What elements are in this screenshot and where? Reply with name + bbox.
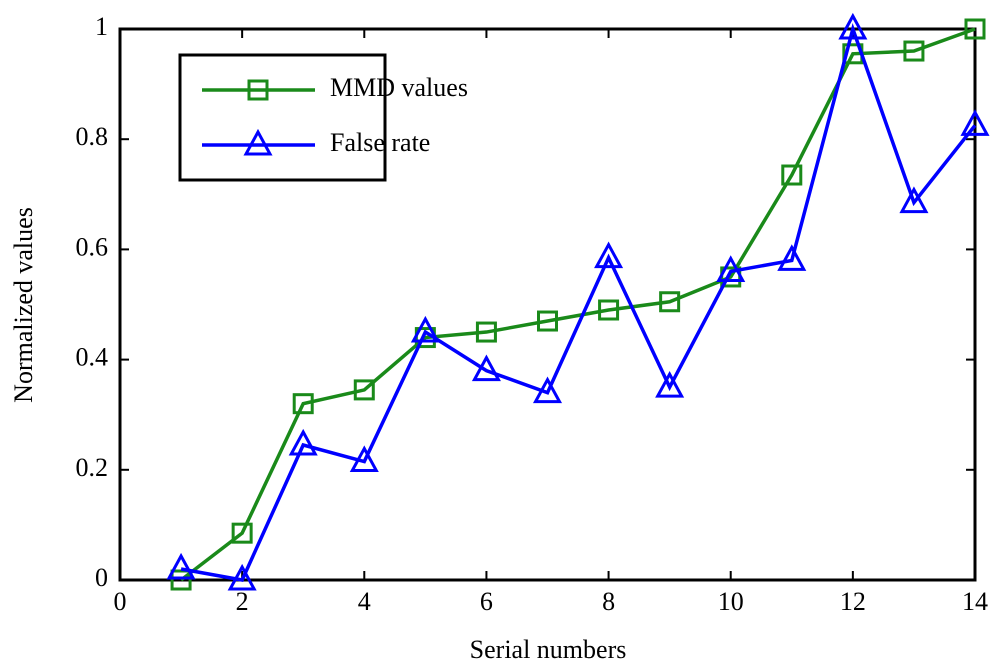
x-tick-label: 14 bbox=[962, 587, 988, 616]
x-tick-label: 8 bbox=[602, 587, 615, 616]
marker bbox=[231, 522, 253, 544]
marker bbox=[655, 371, 685, 398]
x-tick-label: 6 bbox=[480, 587, 493, 616]
legend-label: False rate bbox=[330, 128, 430, 157]
marker bbox=[471, 354, 501, 382]
marker bbox=[532, 376, 563, 404]
marker bbox=[594, 241, 624, 269]
y-tick-label: 0.4 bbox=[76, 343, 109, 372]
marker bbox=[170, 569, 192, 591]
marker bbox=[659, 291, 681, 313]
marker bbox=[166, 552, 196, 580]
marker bbox=[903, 40, 925, 62]
x-tick-label: 4 bbox=[358, 587, 371, 616]
x-tick-label: 2 bbox=[236, 587, 249, 616]
marker bbox=[292, 393, 314, 415]
marker bbox=[777, 244, 807, 271]
marker bbox=[243, 128, 273, 156]
marker bbox=[781, 164, 803, 186]
y-tick-label: 0.8 bbox=[76, 122, 109, 151]
x-tick-label: 10 bbox=[718, 587, 744, 616]
marker bbox=[964, 18, 986, 40]
x-tick-label: 12 bbox=[840, 587, 866, 616]
legend: MMD values False rate bbox=[178, 53, 468, 182]
y-tick-label: 0.2 bbox=[76, 453, 109, 482]
legend-label: MMD values bbox=[330, 73, 468, 102]
y-tick-label: 0 bbox=[95, 563, 108, 592]
legend-box bbox=[178, 53, 387, 182]
marker bbox=[537, 310, 558, 332]
marker bbox=[288, 428, 318, 456]
marker bbox=[475, 321, 497, 343]
marker bbox=[349, 445, 379, 473]
marker bbox=[838, 12, 868, 40]
marker bbox=[247, 79, 269, 101]
plot-frame bbox=[118, 27, 977, 582]
marker bbox=[353, 379, 375, 401]
marker bbox=[227, 563, 257, 591]
y-tick-label: 0.6 bbox=[76, 232, 109, 261]
x-axis-label: Serial numbers bbox=[470, 635, 627, 664]
marker bbox=[960, 109, 990, 136]
y-axis-label: Normalized values bbox=[9, 207, 38, 403]
y-tick-label: 1 bbox=[95, 12, 108, 41]
marker bbox=[410, 315, 440, 343]
marker bbox=[716, 255, 746, 282]
x-tick-label: 0 bbox=[114, 587, 127, 616]
marker bbox=[598, 299, 620, 321]
marker bbox=[899, 186, 929, 214]
